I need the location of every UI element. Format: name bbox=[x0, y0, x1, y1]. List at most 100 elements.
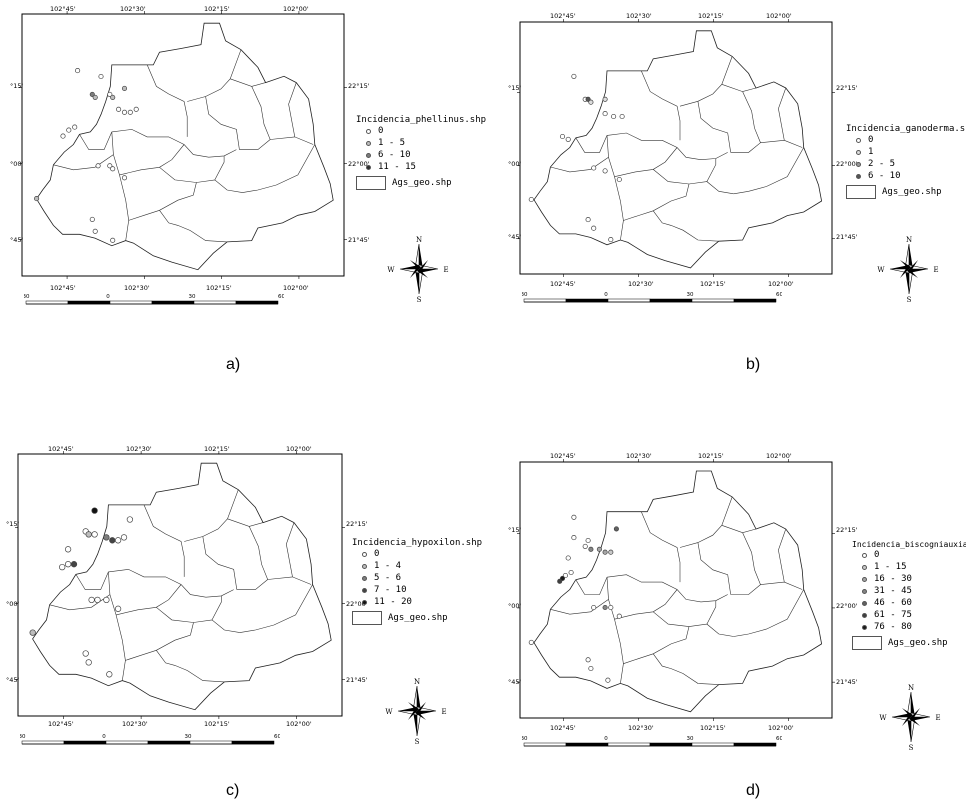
municipality-boundary bbox=[108, 571, 126, 681]
sample-point bbox=[107, 91, 113, 97]
lat-label-right-3: 21°45' bbox=[348, 236, 370, 244]
boundary-swatch bbox=[852, 636, 882, 650]
map-frame bbox=[21, 13, 345, 277]
municipality-boundary bbox=[733, 147, 804, 195]
municipality-boundary bbox=[623, 626, 690, 664]
municipality-boundary bbox=[697, 101, 731, 153]
sample-point bbox=[528, 196, 534, 203]
legend-row: 1 - 4 bbox=[352, 560, 482, 572]
municipality-boundary bbox=[733, 589, 804, 637]
sample-point bbox=[585, 217, 591, 223]
scale-label: 60 Kilometers bbox=[278, 294, 284, 300]
lon-label-bottom-1: 102°45' bbox=[50, 284, 76, 292]
sample-point bbox=[121, 85, 128, 91]
municipality-boundary bbox=[652, 653, 719, 685]
lat-label-right-3: 21°45' bbox=[346, 676, 368, 684]
lat-label-right-3: 21°45' bbox=[836, 678, 858, 686]
scale-label: 30 bbox=[687, 292, 694, 298]
lon-label-bottom-4: 102°00' bbox=[286, 720, 312, 728]
sample-point bbox=[591, 225, 597, 231]
sample-point bbox=[565, 555, 571, 561]
legend-row: 0 bbox=[356, 125, 486, 137]
sample-point bbox=[89, 91, 95, 97]
municipality-boundary bbox=[641, 70, 681, 141]
legend-label: 1 - 15 bbox=[874, 562, 907, 572]
municipality-boundary bbox=[75, 571, 109, 590]
sample-point bbox=[588, 665, 594, 672]
legend-swatch bbox=[862, 588, 867, 594]
boundary-label: Ags_geo.shp bbox=[392, 178, 452, 188]
legend-row: 1 bbox=[846, 146, 966, 158]
municipality-boundary bbox=[606, 577, 624, 684]
sample-point bbox=[70, 561, 78, 568]
sample-point bbox=[565, 136, 571, 142]
boundary-swatch bbox=[352, 611, 382, 625]
legend-row: 2 - 5 bbox=[846, 158, 966, 170]
map-panel-a: 102°45' 102°30' 102°15' 102°00' °15' °00… bbox=[0, 0, 486, 400]
municipality-boundary bbox=[623, 183, 690, 221]
sample-point bbox=[619, 113, 625, 120]
sample-point bbox=[571, 514, 577, 520]
lat-label-right-3: 21°45' bbox=[836, 233, 858, 241]
legend-swatch bbox=[862, 612, 867, 618]
sample-point bbox=[588, 546, 594, 552]
legend-row: 5 - 6 bbox=[352, 572, 482, 584]
municipality-boundary bbox=[156, 650, 225, 683]
lon-label-bottom-2: 102°30' bbox=[628, 724, 654, 732]
lon-label-top-3: 102°15' bbox=[204, 445, 230, 453]
municipality-boundary bbox=[778, 528, 787, 583]
sample-point bbox=[103, 596, 110, 604]
sample-point bbox=[588, 99, 594, 105]
legend-row: 11 - 20 bbox=[352, 596, 482, 608]
lat-label-right-2: 22°00' bbox=[346, 600, 368, 608]
legend-row: 0 bbox=[852, 549, 966, 561]
legend-label: 1 bbox=[868, 147, 874, 157]
legend-rows: 0 1 - 5 6 - 10 11 - 15 bbox=[356, 125, 486, 173]
lat-label-right-1: 22°15' bbox=[348, 82, 370, 90]
panel-caption: d) bbox=[746, 782, 761, 799]
legend-swatch bbox=[856, 161, 861, 167]
scale-label: 30 bbox=[20, 734, 26, 740]
lon-label-bottom-2: 102°30' bbox=[122, 720, 148, 728]
sample-point bbox=[616, 613, 622, 619]
map-frame bbox=[519, 21, 833, 275]
lat-label-left-3: °45' bbox=[10, 236, 24, 244]
legend-swatch bbox=[366, 152, 371, 158]
sample-point bbox=[94, 596, 101, 604]
legend-boundary: Ags_geo.shp bbox=[356, 176, 486, 190]
lon-label-bottom-3: 102°15' bbox=[206, 284, 232, 292]
municipality-boundary bbox=[285, 522, 295, 577]
legend-label: 6 - 10 bbox=[378, 150, 411, 160]
municipality-boundary bbox=[706, 158, 717, 182]
scale-label: 60 Kilometers bbox=[776, 736, 782, 742]
sample-point bbox=[107, 163, 113, 169]
municipality-boundary bbox=[679, 496, 733, 548]
municipality-boundary bbox=[606, 135, 624, 241]
boundary-label: Ags_geo.shp bbox=[388, 613, 448, 623]
lon-label-bottom-1: 102°45' bbox=[550, 280, 576, 288]
lon-label-top-2: 102°30' bbox=[120, 5, 146, 13]
sample-point bbox=[557, 578, 563, 584]
scale-bar: 30 0 30 60 Kilometers bbox=[521, 734, 814, 758]
lat-label-left-3: °45' bbox=[508, 678, 522, 686]
legend-rows: 0 1 - 4 5 - 6 7 - 10 11 - 20 bbox=[352, 548, 482, 608]
map-frame bbox=[17, 453, 343, 717]
sample-point bbox=[585, 537, 591, 544]
municipality-boundary bbox=[706, 600, 717, 625]
sample-point bbox=[571, 535, 577, 541]
lat-label-left-2: °00' bbox=[6, 600, 20, 608]
legend: Incidencia_phellinus.shp 0 1 - 5 6 - 10 11 … bbox=[356, 115, 486, 190]
sample-point bbox=[116, 106, 122, 112]
sample-point bbox=[528, 639, 534, 645]
municipality-boundary bbox=[239, 86, 271, 150]
lon-label-top-1: 102°45' bbox=[50, 5, 76, 13]
sample-point bbox=[133, 106, 139, 112]
compass-rose-icon: N S W E bbox=[385, 678, 446, 746]
municipality-boundary bbox=[239, 584, 313, 633]
panel-caption: b) bbox=[746, 356, 761, 373]
lat-label-right-2: 22°00' bbox=[836, 160, 858, 168]
legend-row: 11 - 15 bbox=[356, 161, 486, 173]
legend-row: 0 bbox=[846, 134, 966, 146]
municipality-boundary bbox=[159, 167, 243, 193]
compass-label-e: E bbox=[933, 266, 938, 274]
